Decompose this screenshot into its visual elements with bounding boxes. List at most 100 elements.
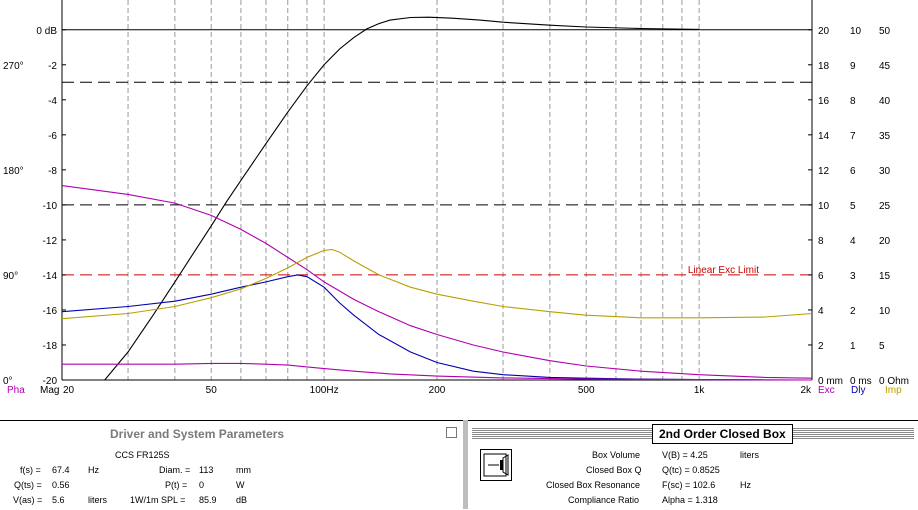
excursion-axis-caption: Exc (818, 385, 835, 396)
x-tick-label: 200 (429, 385, 446, 396)
box-param-label: Compliance Ratio (568, 495, 640, 505)
exc-tick-label: 2 (818, 341, 824, 352)
param-unit: liters (88, 495, 108, 505)
exc-tick-label: 14 (818, 131, 830, 142)
param-unit: dB (236, 495, 248, 505)
imp-tick-label: 35 (879, 131, 891, 142)
impedance-series-line (61, 248, 813, 320)
x-tick-label: 20 (63, 385, 75, 396)
panel-separator (463, 420, 468, 509)
param-value[interactable]: 113 (199, 465, 214, 475)
param-unit: W (236, 480, 245, 490)
phase-tick-label: 270° (3, 61, 24, 72)
param-label: V(as) = (13, 495, 43, 505)
param-label: 1W/1m SPL = (130, 495, 186, 505)
box-param-label: Closed Box Q (586, 465, 642, 475)
x-tick-label: 1k (694, 385, 706, 396)
param-unit: mm (236, 465, 251, 475)
phase-tick-label: 180° (3, 166, 24, 177)
x-tick-label: 100Hz (310, 385, 339, 396)
param-label: Diam. = (159, 465, 191, 475)
imp-tick-label: 5 (879, 341, 885, 352)
dly-tick-label: 1 (850, 341, 856, 352)
box-param-value[interactable]: V(B) = 4.25 (662, 450, 708, 460)
box-param-value[interactable]: F(sc) = 102.6 (662, 480, 716, 490)
dly-tick-label: 2 (850, 306, 856, 317)
param-label: P(t) = (165, 480, 188, 490)
dly-tick-label: 5 (850, 201, 856, 212)
y-tick-label: -18 (43, 341, 58, 352)
linear-exc-limit-label: Linear Exc Limit (688, 265, 759, 276)
excursion-series-line (62, 362, 813, 381)
exc-tick-label: 6 (818, 271, 824, 282)
imp-tick-label: 45 (879, 61, 891, 72)
param-value[interactable]: 67.4 (52, 465, 70, 475)
y-tick-label: -6 (48, 131, 57, 142)
dly-tick-label: 6 (850, 166, 856, 177)
box-param-unit: liters (740, 450, 760, 460)
imp-tick-label: 50 (879, 26, 891, 37)
y-tick-label: -10 (43, 201, 58, 212)
dly-tick-label: 7 (850, 131, 856, 142)
y-tick-label: -8 (48, 166, 57, 177)
phase-axis-caption: Pha (7, 385, 25, 396)
y-tick-label: -16 (43, 306, 58, 317)
param-label: Q(ts) = (14, 480, 42, 490)
dly-tick-label: 0 ms (850, 376, 872, 387)
imp-tick-label: 10 (879, 306, 891, 317)
imp-tick-label: 40 (879, 96, 891, 107)
param-unit: Hz (88, 465, 99, 475)
panel-titlebar[interactable]: 2nd Order Closed Box (468, 424, 918, 444)
phase-tick-label: 90° (3, 271, 18, 282)
dly-tick-label: 10 (850, 26, 862, 37)
y-tick-label: -14 (43, 271, 58, 282)
y-tick-label: -20 (43, 376, 58, 387)
exc-tick-label: 8 (818, 236, 824, 247)
imp-tick-label: 25 (879, 201, 891, 212)
box-param-label: Box Volume (592, 450, 641, 460)
exc-tick-label: 0 mm (818, 376, 843, 387)
magnitude-series-line (104, 16, 700, 381)
box-param-value[interactable]: Q(tc) = 0.8525 (662, 465, 720, 475)
exc-tick-label: 16 (818, 96, 830, 107)
y-tick-label: -2 (48, 61, 57, 72)
box-param-unit: Hz (740, 480, 751, 490)
dly-tick-label: 8 (850, 96, 856, 107)
x-tick-label: 2k (800, 385, 812, 396)
exc-tick-label: 18 (818, 61, 830, 72)
dly-tick-label: 9 (850, 61, 856, 72)
closed-box-icon (480, 449, 512, 481)
phase-series-line (61, 185, 813, 379)
closed-box-panel: 2nd Order Closed Box Box Volume V(B) = 4… (468, 420, 918, 510)
exc-tick-label: 4 (818, 306, 824, 317)
impedance-axis-caption: Imp (885, 385, 902, 396)
param-value[interactable]: 5.6 (52, 495, 65, 505)
param-value[interactable]: 0.56 (52, 480, 70, 490)
exc-tick-label: 20 (818, 26, 830, 37)
box-panel-title: 2nd Order Closed Box (652, 424, 793, 444)
panel-titlebar[interactable]: Driver and System Parameters (0, 425, 463, 443)
y-tick-label: 0 dB (36, 26, 57, 37)
delay-series-line (61, 274, 766, 381)
response-chart: Linear Exc Limit 0 dB -2 -4 -6 -8 -10 -12 -14 -16… (3, 0, 909, 396)
y-tick-label: -12 (43, 236, 58, 247)
dly-tick-label: 3 (850, 271, 856, 282)
imp-tick-label: 30 (879, 166, 891, 177)
param-label: f(s) = (20, 465, 41, 475)
imp-tick-label: 20 (879, 236, 891, 247)
driver-parameters-panel: Driver and System Parameters CCS FR125S … (0, 420, 463, 510)
x-tick-label: 50 (206, 385, 218, 396)
phase-tick-label: 0° (3, 376, 13, 387)
dly-tick-label: 4 (850, 236, 856, 247)
exc-tick-label: 12 (818, 166, 830, 177)
exc-tick-label: 10 (818, 201, 830, 212)
box-param-value[interactable]: Alpha = 1.318 (662, 495, 718, 505)
param-value[interactable]: 85.9 (199, 495, 217, 505)
driver-panel-title: Driver and System Parameters (104, 425, 291, 443)
driver-name: CCS FR125S (115, 450, 170, 460)
param-value[interactable]: 0 (199, 480, 205, 490)
delay-axis-caption: Dly (851, 385, 865, 396)
box-param-label: Closed Box Resonance (546, 480, 641, 490)
imp-tick-label: 15 (879, 271, 891, 282)
panel-zoom-box[interactable] (446, 427, 457, 438)
